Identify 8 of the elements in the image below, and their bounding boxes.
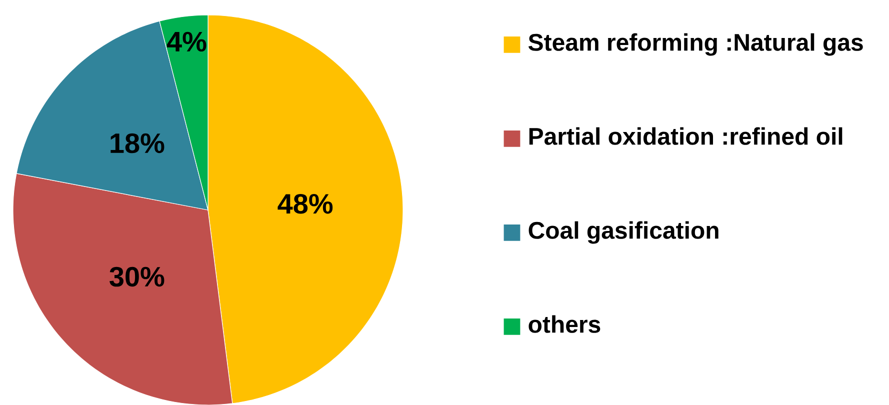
data-label: 30%	[110, 266, 164, 287]
data-label: 48%	[278, 194, 333, 214]
data-label: 18%	[110, 133, 164, 154]
legend-label: Coal gasification	[528, 221, 718, 244]
data-label: 4%	[166, 32, 206, 52]
legend-label: Steam reforming :Natural gas	[528, 33, 863, 56]
legend-label: Partial oxidation :refined oil	[529, 127, 842, 145]
legend-label: others	[528, 315, 600, 333]
